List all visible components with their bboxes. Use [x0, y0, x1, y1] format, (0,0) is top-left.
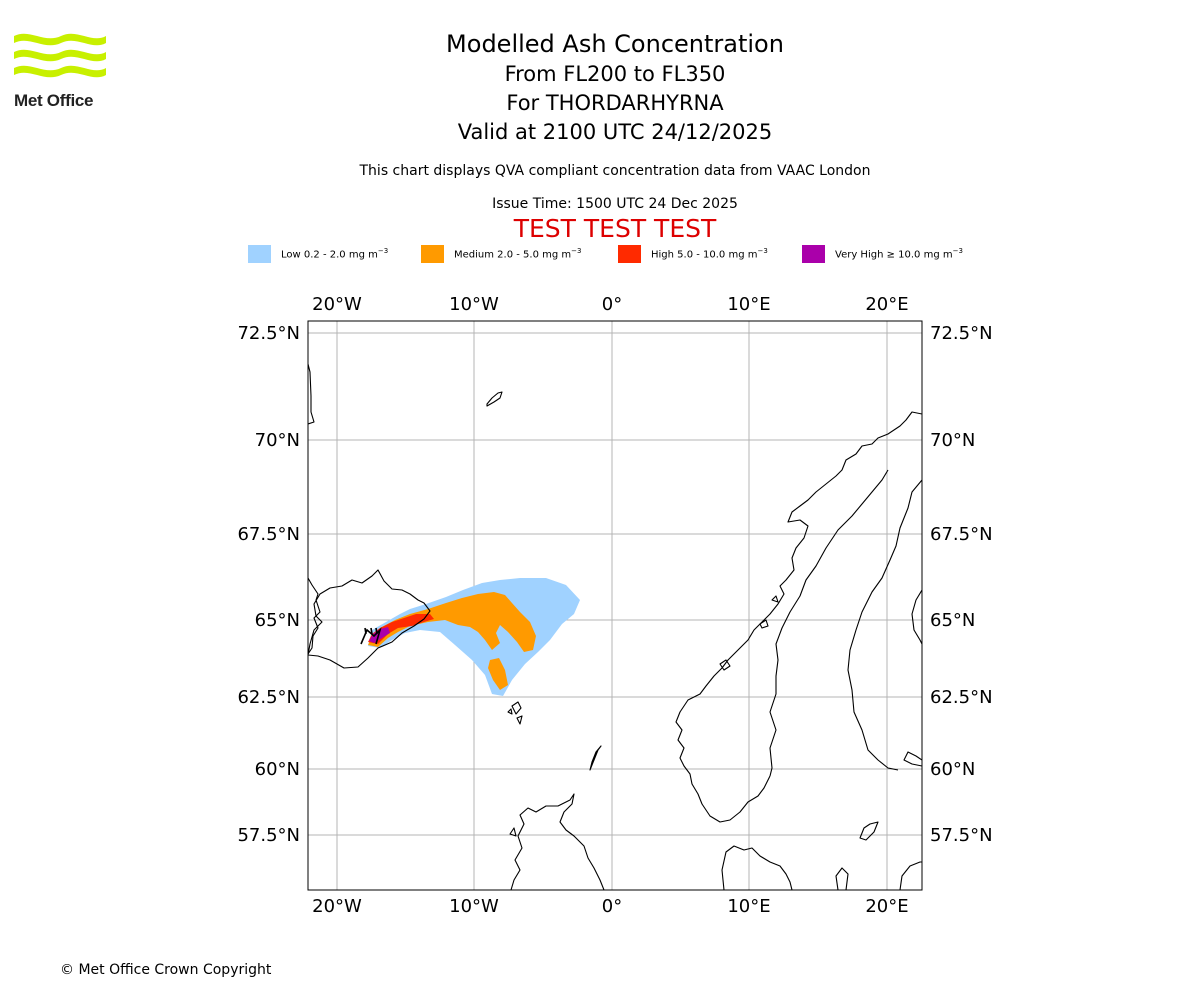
ash-medium-area [368, 592, 536, 652]
ash-medium-patch [488, 658, 508, 690]
ash-low-area [368, 578, 580, 696]
ash-high-area [368, 614, 434, 644]
lon-label-bottom-0: 0° [602, 896, 622, 917]
copyright-notice: © Met Office Crown Copyright [60, 962, 272, 978]
lat-label-left-72-5n: 72.5°N [237, 323, 300, 344]
compliance-note: This chart displays QVA compliant concen… [359, 163, 871, 179]
lon-label-top-10e: 10°E [727, 294, 770, 315]
lon-label-top-20e: 20°E [865, 294, 908, 315]
lat-label-right-62-5n: 62.5°N [930, 687, 993, 708]
lat-label-right-70n: 70°N [930, 430, 975, 451]
lon-label-bottom-10e: 10°E [727, 896, 770, 917]
lat-label-right-72-5n: 72.5°N [930, 323, 993, 344]
legend-item-high: High 5.0 - 10.0 mg m−3 [618, 244, 768, 263]
legend-item-low: Low 0.2 - 2.0 mg m−3 [248, 244, 388, 263]
coastlines [308, 363, 922, 890]
legend-swatch-high [618, 244, 641, 263]
legend-label-very-high: Very High ≥ 10.0 mg m [835, 249, 953, 261]
ash-very-high-area [369, 627, 390, 643]
volcano-marker-icon [360, 627, 382, 645]
lon-label-top-0: 0° [602, 294, 622, 315]
legend-item-medium: Medium 2.0 - 5.0 mg m−3 [421, 244, 581, 263]
legend-swatch-very-high [802, 244, 825, 263]
lon-label-bottom-10w: 10°W [449, 896, 499, 917]
lat-label-left-70n: 70°N [255, 430, 300, 451]
logo-text: Met Office [14, 91, 94, 110]
legend-label-high: High 5.0 - 10.0 mg m [651, 249, 758, 261]
title-block: Modelled Ash Concentration From FL200 to… [300, 28, 930, 243]
lat-label-left-60n: 60°N [255, 759, 300, 780]
lat-label-right-65n: 65°N [930, 610, 975, 631]
lon-label-bottom-20e: 20°E [865, 896, 908, 917]
lon-label-top-20w: 20°W [312, 294, 362, 315]
flight-level-range: From FL200 to FL350 [504, 62, 726, 86]
lat-label-left-62-5n: 62.5°N [237, 687, 300, 708]
valid-time: Valid at 2100 UTC 24/12/2025 [457, 120, 773, 144]
chart-title: Modelled Ash Concentration [446, 30, 784, 58]
legend-label-medium: Medium 2.0 - 5.0 mg m [454, 249, 572, 261]
legend-swatch-low [248, 244, 271, 263]
test-banner: TEST TEST TEST [513, 214, 717, 243]
map-frame [307, 320, 923, 891]
gridlines [308, 321, 922, 890]
volcano-name: For THORDARHYRNA [506, 91, 724, 115]
legend-label-low: Low 0.2 - 2.0 mg m [281, 249, 378, 261]
lon-label-bottom-20w: 20°W [312, 896, 362, 917]
lat-label-right-67-5n: 67.5°N [930, 524, 993, 545]
lat-label-right-57-5n: 57.5°N [930, 825, 993, 846]
legend-item-very-high: Very High ≥ 10.0 mg m−3 [802, 244, 963, 263]
legend-swatch-medium [421, 244, 444, 263]
lat-label-left-67-5n: 67.5°N [237, 524, 300, 545]
met-office-logo: Met Office [14, 30, 108, 112]
lon-label-top-10w: 10°W [449, 294, 499, 315]
lat-label-left-65n: 65°N [255, 610, 300, 631]
issue-time: Issue Time: 1500 UTC 24 Dec 2025 [492, 196, 738, 212]
lat-label-left-57-5n: 57.5°N [237, 825, 300, 846]
lat-label-right-60n: 60°N [930, 759, 975, 780]
met-office-wave-icon [14, 33, 106, 78]
